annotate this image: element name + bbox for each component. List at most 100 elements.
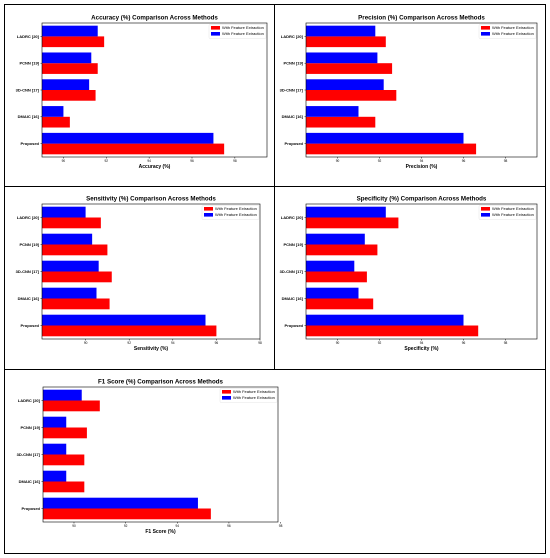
bar-pcnn-19-series-2 <box>306 52 378 64</box>
legend-box <box>219 388 278 403</box>
x-tick-label: 94 <box>171 341 175 345</box>
bar-pcnn-19-series-2 <box>306 233 365 245</box>
bar-dmaic-16-series-1 <box>306 298 374 310</box>
bar-ladrc-20-series-1 <box>43 400 100 412</box>
bar-3d-cnn-17-series-1 <box>42 90 96 101</box>
y-tick-label: 3D-CNN [17] <box>16 87 40 92</box>
y-tick-label: Proposed <box>21 323 40 328</box>
y-tick-label: 3D-CNN [17] <box>280 87 304 92</box>
legend-box <box>201 205 260 220</box>
bar-3d-cnn-17-series-1 <box>43 454 85 466</box>
f1-score-chart-panel: F1 Score (%) Comparison Across Methods LA… <box>4 369 546 554</box>
bar-dmaic-16-series-2 <box>306 106 359 117</box>
legend-box <box>478 205 537 220</box>
bar-pcnn-19-series-2 <box>42 52 92 64</box>
legend-swatch <box>481 207 490 211</box>
x-tick-label: 90 <box>336 341 340 345</box>
bar-dmaic-16-series-1 <box>43 481 85 493</box>
bar-3d-cnn-17-series-2 <box>306 260 355 272</box>
legend-label: With Feature Extraction <box>233 395 275 400</box>
bar-proposed-series-1 <box>42 325 217 337</box>
legend-label: With Feature Extraction <box>492 212 534 217</box>
bar-proposed-series-2 <box>42 132 214 144</box>
legend-label: With Feature Extraction <box>215 212 257 217</box>
x-tick-label: 96 <box>215 341 219 345</box>
bar-proposed-series-1 <box>306 143 477 155</box>
bar-proposed-series-2 <box>42 314 206 326</box>
bar-pcnn-19-series-1 <box>43 427 87 439</box>
x-tick-label: 92 <box>124 524 128 528</box>
legend-label: With Feature Extraction <box>492 206 534 211</box>
precision-x-axis-label: Precision (%) <box>406 164 438 170</box>
bar-ladrc-20-series-2 <box>43 389 82 401</box>
accuracy-plot-frame <box>41 22 268 158</box>
x-tick-label: 96 <box>190 159 194 163</box>
bar-dmaic-16-series-2 <box>42 287 97 299</box>
y-tick-label: PCNN [19] <box>283 242 303 247</box>
precision-chart-svg: Precision (%) Comparison Across Methods L… <box>280 15 538 170</box>
x-tick-label: 98 <box>233 159 237 163</box>
y-tick-label: LADRC [20] <box>17 215 40 220</box>
legend-swatch <box>222 396 231 400</box>
legend-swatch <box>481 213 490 217</box>
legend-swatch <box>481 26 490 30</box>
legend-label: With Feature Extraction <box>233 389 275 394</box>
legend-label: With Feature Extraction <box>222 31 264 36</box>
y-tick-label: Proposed <box>21 141 40 146</box>
bar-dmaic-16-series-2 <box>306 287 359 299</box>
legend-swatch <box>481 32 490 36</box>
legend-label: With Feature Extraction <box>222 25 264 30</box>
x-tick-label: 90 <box>62 159 66 163</box>
accuracy-x-axis-label: Accuracy (%) <box>139 164 171 170</box>
x-tick-label: 98 <box>504 159 508 163</box>
y-tick-label: LADRC [20] <box>17 34 40 39</box>
sensitivity-plot-frame <box>41 203 261 340</box>
legend-label: With Feature Extraction <box>492 25 534 30</box>
bar-ladrc-20-series-2 <box>306 206 386 218</box>
y-tick-label: DMAIC [16] <box>282 114 304 119</box>
legend-label: With Feature Extraction <box>492 31 534 36</box>
bar-pcnn-19-series-2 <box>43 416 67 428</box>
x-tick-label: 90 <box>72 524 76 528</box>
x-tick-label: 94 <box>147 159 151 163</box>
f1-score-x-axis-label: F1 Score (%) <box>145 529 176 535</box>
bar-3d-cnn-17-series-2 <box>43 443 67 455</box>
precision-plot-frame <box>305 22 538 158</box>
y-tick-label: PCNN [19] <box>20 425 40 430</box>
legend-label: With Feature Extraction <box>215 206 257 211</box>
bar-pcnn-19-series-1 <box>42 63 98 74</box>
x-tick-label: 96 <box>227 524 231 528</box>
y-tick-label: PCNN [19] <box>283 61 303 66</box>
precision-chart-title: Precision (%) Comparison Across Methods <box>358 15 485 22</box>
y-tick-label: 3D-CNN [17] <box>16 269 40 274</box>
f1-score-chart-svg: F1 Score (%) Comparison Across Methods LA… <box>17 379 283 536</box>
x-tick-label: 98 <box>279 524 283 528</box>
bar-proposed-series-2 <box>306 132 464 144</box>
x-tick-label: 94 <box>176 524 180 528</box>
bar-ladrc-20-series-1 <box>306 217 399 229</box>
y-tick-label: DMAIC [16] <box>282 296 304 301</box>
bar-pcnn-19-series-1 <box>42 244 108 256</box>
y-tick-label: PCNN [19] <box>19 61 39 66</box>
bar-proposed-series-1 <box>43 508 211 520</box>
sensitivity-chart-svg: Sensitivity (%) Comparison Across Method… <box>16 196 262 353</box>
legend-swatch <box>222 390 231 394</box>
y-tick-label: Proposed <box>285 141 304 146</box>
bar-proposed-series-1 <box>306 325 479 337</box>
bar-ladrc-20-series-1 <box>42 36 105 48</box>
bar-ladrc-20-series-1 <box>306 36 386 48</box>
specificity-chart-svg: Specificity (%) Comparison Across Method… <box>280 196 538 352</box>
y-tick-label: Proposed <box>22 506 41 511</box>
bar-ladrc-20-series-2 <box>306 25 376 37</box>
bar-proposed-series-2 <box>306 314 464 326</box>
x-tick-label: 90 <box>84 341 88 345</box>
y-tick-label: LADRC [20] <box>281 215 304 220</box>
sensitivity-chart-panel: Sensitivity (%) Comparison Across Method… <box>4 186 275 370</box>
x-tick-label: 96 <box>462 341 466 345</box>
x-tick-label: 90 <box>336 159 340 163</box>
x-tick-label: 92 <box>378 341 382 345</box>
sensitivity-x-axis-label: Sensitivity (%) <box>134 346 169 352</box>
